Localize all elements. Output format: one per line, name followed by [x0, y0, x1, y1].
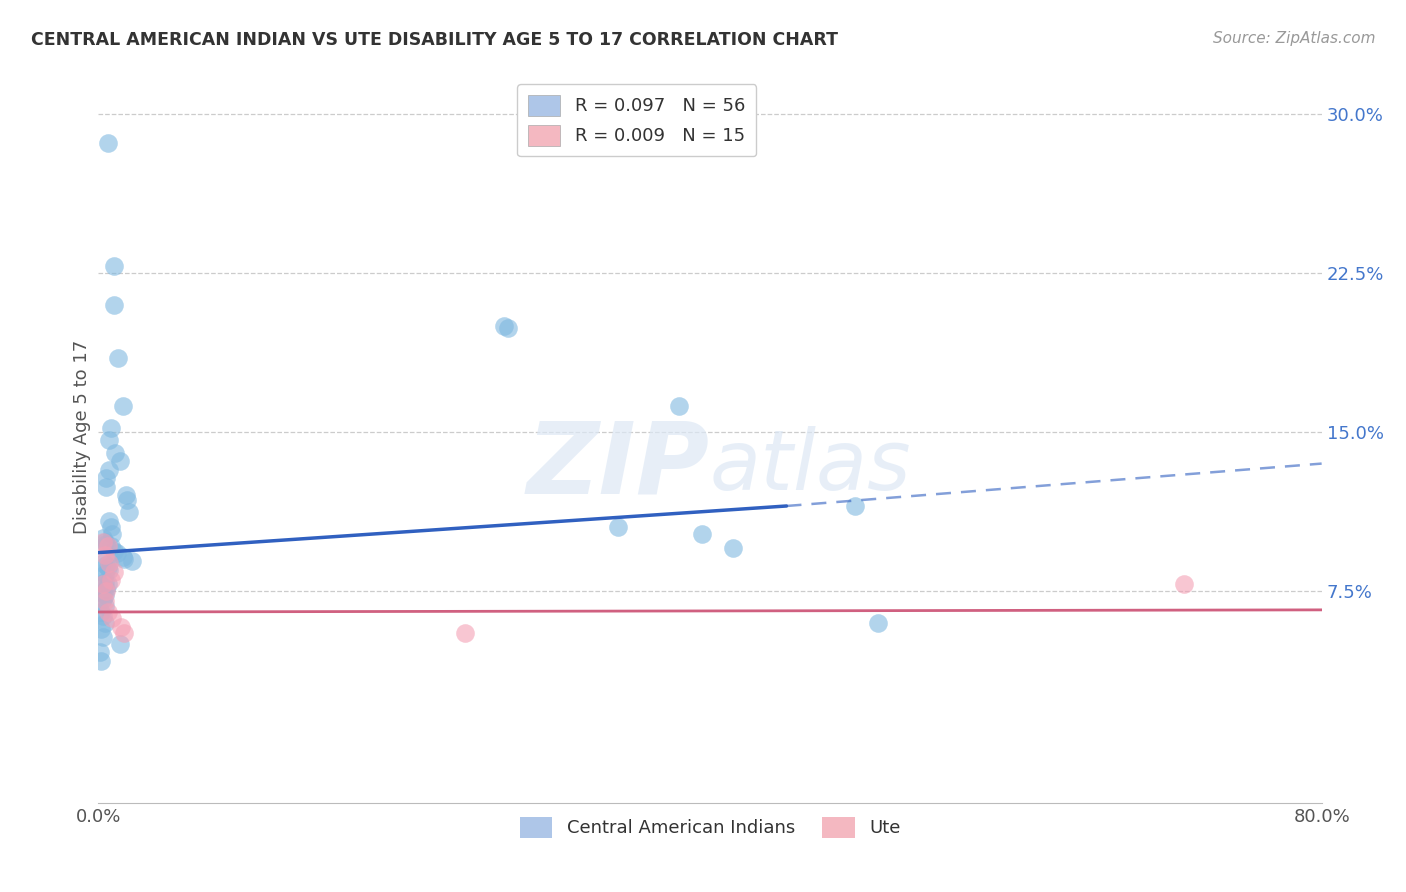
Point: [112, 626, 135, 640]
Point: [607, 520, 630, 534]
Point: [93, 575, 115, 590]
Point: [98, 514, 121, 528]
Point: [103, 565, 125, 579]
Point: [93, 599, 115, 613]
Point: [94, 558, 117, 573]
Point: [91, 577, 114, 591]
Point: [115, 488, 138, 502]
Point: [97, 605, 120, 619]
Point: [93, 588, 115, 602]
Point: [90, 654, 112, 668]
Point: [1173, 577, 1195, 591]
Point: [94, 537, 117, 551]
Point: [91, 556, 114, 570]
Point: [91, 609, 114, 624]
Point: [101, 611, 124, 625]
Point: [94, 583, 117, 598]
Text: CENTRAL AMERICAN INDIAN VS UTE DISABILITY AGE 5 TO 17 CORRELATION CHART: CENTRAL AMERICAN INDIAN VS UTE DISABILIT…: [31, 31, 838, 49]
Point: [105, 546, 128, 560]
Legend: Central American Indians, Ute: Central American Indians, Ute: [513, 810, 907, 845]
Point: [107, 351, 129, 365]
Point: [93, 535, 115, 549]
Point: [90, 605, 112, 619]
Point: [90, 622, 112, 636]
Y-axis label: Disability Age 5 to 17: Disability Age 5 to 17: [73, 340, 91, 534]
Point: [94, 582, 117, 596]
Point: [100, 520, 122, 534]
Point: [100, 539, 122, 553]
Point: [98, 434, 121, 448]
Point: [91, 631, 114, 645]
Point: [496, 321, 519, 335]
Point: [117, 492, 139, 507]
Point: [98, 563, 121, 577]
Point: [101, 526, 124, 541]
Point: [721, 541, 744, 556]
Point: [121, 554, 143, 568]
Point: [868, 615, 890, 630]
Point: [110, 620, 132, 634]
Point: [103, 260, 125, 274]
Point: [112, 552, 135, 566]
Point: [94, 480, 117, 494]
Point: [94, 471, 117, 485]
Point: [108, 454, 131, 468]
Point: [98, 556, 121, 570]
Point: [89, 645, 111, 659]
Point: [91, 531, 114, 545]
Point: [91, 586, 114, 600]
Point: [93, 615, 115, 630]
Point: [93, 548, 115, 562]
Point: [692, 526, 714, 541]
Point: [108, 637, 131, 651]
Point: [844, 499, 866, 513]
Text: Source: ZipAtlas.com: Source: ZipAtlas.com: [1212, 31, 1375, 46]
Point: [97, 539, 120, 553]
Point: [111, 400, 134, 414]
Point: [93, 594, 115, 608]
Point: [91, 592, 114, 607]
Text: ZIP: ZIP: [527, 417, 710, 515]
Point: [98, 463, 121, 477]
Point: [104, 446, 127, 460]
Point: [100, 420, 122, 434]
Point: [454, 626, 477, 640]
Point: [93, 566, 115, 581]
Point: [97, 136, 120, 151]
Point: [111, 549, 134, 564]
Text: atlas: atlas: [710, 425, 911, 507]
Point: [668, 400, 690, 414]
Point: [97, 560, 120, 574]
Point: [492, 318, 515, 333]
Point: [103, 297, 125, 311]
Point: [91, 535, 114, 549]
Point: [100, 573, 122, 587]
Point: [103, 543, 125, 558]
Point: [91, 571, 114, 585]
Point: [118, 505, 141, 519]
Point: [97, 577, 120, 591]
